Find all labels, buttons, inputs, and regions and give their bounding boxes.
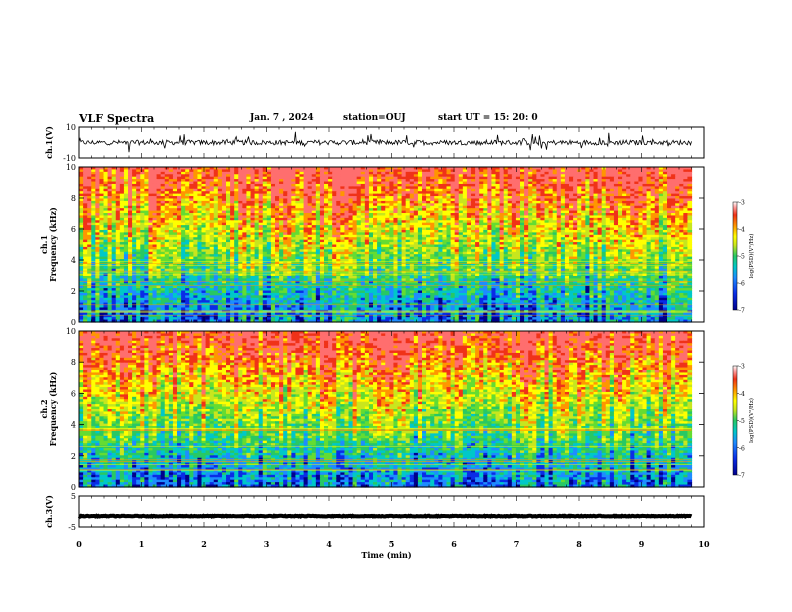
waveform-trace-1 bbox=[79, 132, 692, 152]
y-tick-label: 10 bbox=[66, 123, 76, 132]
spectrogram-image-2 bbox=[79, 167, 692, 323]
panel-1: 10 -10 ch.1(V) bbox=[44, 123, 704, 163]
y-axis-label: ch.1(V) bbox=[44, 126, 54, 159]
y-tick-label: -10 bbox=[63, 154, 76, 163]
